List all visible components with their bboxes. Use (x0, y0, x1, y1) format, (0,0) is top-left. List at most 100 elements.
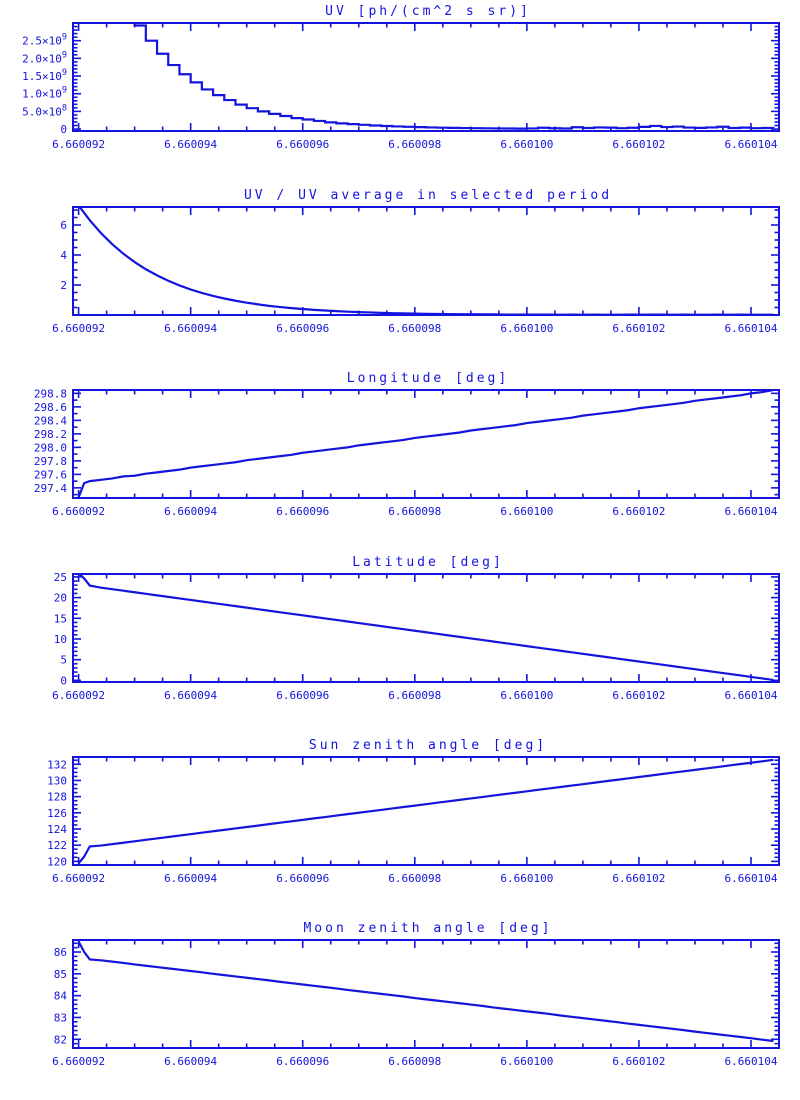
x-tick-label: 6.660096 (276, 689, 329, 702)
x-tick-label: 6.660100 (500, 505, 553, 518)
x-tick-label: 6.660098 (388, 689, 441, 702)
x-tick-label: 6.660092 (52, 138, 105, 151)
x-tick-label: 6.660102 (612, 322, 665, 335)
y-tick-label: 297.8 (34, 455, 67, 468)
y-tick-label: 5.0×108 (22, 103, 67, 118)
y-tick-label: 124 (47, 823, 67, 836)
data-line (77, 390, 774, 498)
y-tick-label: 298.4 (34, 414, 67, 427)
chart-title: Moon zenith angle [deg] (303, 921, 552, 936)
y-tick-label: 122 (47, 839, 67, 852)
data-line (77, 758, 774, 865)
y-tick-label: 298.2 (34, 428, 67, 441)
x-tick-label: 6.660094 (164, 689, 217, 702)
y-tick-label: 297.6 (34, 468, 67, 481)
y-tick-label: 84 (54, 990, 68, 1003)
y-tick-label: 1.5×109 (22, 68, 67, 83)
y-tick-label: 10 (54, 633, 67, 646)
x-tick-label: 6.660094 (164, 505, 217, 518)
data-line (77, 941, 774, 1043)
x-tick-label: 6.660102 (612, 689, 665, 702)
y-tick-label: 298.6 (34, 401, 67, 414)
x-tick-label: 6.660102 (612, 138, 665, 151)
chart-title: Latitude [deg] (352, 555, 504, 570)
x-tick-label: 6.660098 (388, 505, 441, 518)
y-tick-label: 2 (60, 279, 67, 292)
x-tick-label: 6.660102 (612, 872, 665, 885)
data-line (133, 23, 775, 130)
x-tick-label: 6.660100 (500, 872, 553, 885)
x-tick-label: 6.660102 (612, 505, 665, 518)
x-tick-label: 6.660104 (724, 138, 777, 151)
x-tick-label: 6.660094 (164, 138, 217, 151)
x-tick-label: 6.660096 (276, 1055, 329, 1068)
y-tick-label: 4 (60, 249, 67, 262)
y-tick-label: 132 (47, 758, 67, 771)
y-tick-label: 128 (47, 791, 67, 804)
y-tick-label: 15 (54, 612, 67, 625)
latitude-chart: Latitude [deg] 6.660092 6.660094 6.660096 6.… (52, 555, 780, 702)
y-tick-label: 298.8 (34, 387, 67, 400)
y-tick-label: 126 (47, 807, 67, 820)
x-tick-label: 6.660094 (164, 322, 217, 335)
x-tick-label: 6.660100 (500, 1055, 553, 1068)
x-tick-label: 6.660100 (500, 689, 553, 702)
x-tick-label: 6.660098 (388, 322, 441, 335)
data-line (77, 574, 774, 682)
x-tick-label: 6.660104 (724, 872, 777, 885)
x-tick-label: 6.660092 (52, 872, 105, 885)
y-tick-label: 82 (54, 1033, 67, 1046)
y-tick-label: 5 (60, 654, 67, 667)
plot-box (72, 22, 780, 132)
y-tick-label: 1.0×109 (22, 86, 67, 101)
x-tick-label: 6.660100 (500, 138, 553, 151)
x-tick-label: 6.660094 (164, 1055, 217, 1068)
y-tick-label: 297.4 (34, 482, 67, 495)
chart-title: UV [ph/(cm^2 s sr)] (325, 4, 531, 19)
data-line (78, 207, 774, 315)
y-tick-label: 2.5×109 (22, 33, 67, 48)
y-tick-label: 83 (54, 1011, 67, 1024)
x-tick-label: 6.660096 (276, 322, 329, 335)
plot-box (72, 389, 780, 499)
uv-ratio-chart: UV / UV average in selected period 6.6600… (52, 188, 780, 335)
y-tick-label: 6 (60, 219, 67, 232)
x-tick-label: 6.660098 (388, 872, 441, 885)
plot-box (72, 206, 780, 316)
y-tick-label: 130 (47, 774, 67, 787)
y-tick-label: 0 (60, 123, 67, 136)
x-tick-label: 6.660096 (276, 505, 329, 518)
sun-zenith-chart: Sun zenith angle [deg] 6.660092 6.660094 6.… (47, 738, 780, 885)
x-tick-label: 6.660098 (388, 138, 441, 151)
y-tick-label: 85 (54, 968, 67, 981)
x-tick-label: 6.660092 (52, 1055, 105, 1068)
x-tick-label: 6.660096 (276, 872, 329, 885)
x-tick-label: 6.660092 (52, 322, 105, 335)
y-tick-label: 86 (54, 946, 67, 959)
plot-box (72, 939, 780, 1049)
x-tick-label: 6.660104 (724, 322, 777, 335)
x-tick-label: 6.660092 (52, 505, 105, 518)
x-tick-label: 6.660094 (164, 872, 217, 885)
chart-title: Longitude [deg] (347, 371, 509, 386)
chart-title: UV / UV average in selected period (244, 188, 612, 203)
x-tick-label: 6.660104 (724, 1055, 777, 1068)
plot-box (72, 756, 780, 866)
plot-box (72, 573, 780, 683)
y-tick-label: 298.0 (34, 441, 67, 454)
x-tick-label: 6.660104 (724, 689, 777, 702)
chart-title: Sun zenith angle [deg] (309, 738, 547, 753)
y-tick-label: 120 (47, 855, 67, 868)
uv-flux-chart: UV [ph/(cm^2 s sr)] 6.660092 6.660094 6.660… (22, 4, 780, 151)
x-tick-label: 6.660098 (388, 1055, 441, 1068)
x-tick-label: 6.660102 (612, 1055, 665, 1068)
x-tick-label: 6.660096 (276, 138, 329, 151)
longitude-chart: Longitude [deg] 6.660092 6.660094 6.660096 6… (34, 371, 780, 518)
y-tick-label: 0 (60, 674, 67, 687)
y-tick-label: 25 (54, 571, 67, 584)
moon-zenith-chart: Moon zenith angle [deg] 6.660092 6.660094 6… (52, 921, 780, 1068)
y-tick-label: 2.0×109 (22, 50, 67, 65)
x-tick-label: 6.660092 (52, 689, 105, 702)
x-tick-label: 6.660104 (724, 505, 777, 518)
